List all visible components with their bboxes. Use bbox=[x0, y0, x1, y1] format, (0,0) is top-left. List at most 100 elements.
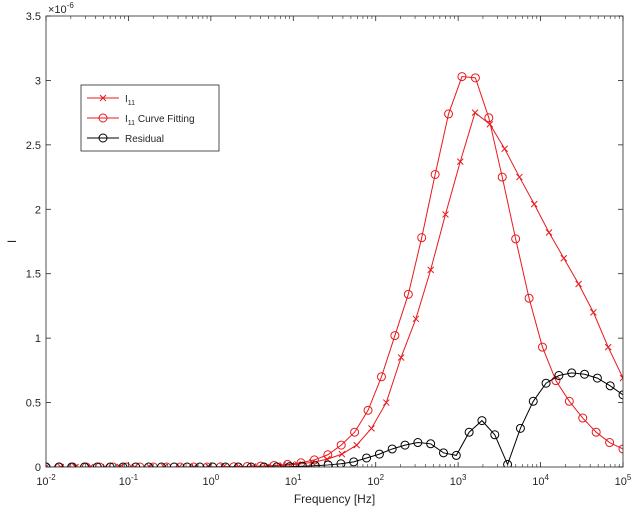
x-tick-power: 4 bbox=[544, 473, 549, 482]
data-point bbox=[530, 200, 538, 208]
x-tick-power: 3 bbox=[462, 473, 467, 482]
plot-frame bbox=[45, 15, 624, 468]
series-line bbox=[46, 372, 623, 467]
y-tick-label: 1 bbox=[35, 333, 41, 345]
y-tick-label: 1.5 bbox=[26, 269, 41, 281]
data-point bbox=[397, 354, 405, 361]
data-point bbox=[567, 368, 577, 378]
data-point bbox=[444, 109, 454, 119]
data-point bbox=[144, 462, 154, 467]
data-point bbox=[310, 461, 320, 467]
legend-label-base: I bbox=[125, 114, 128, 125]
data-point bbox=[67, 462, 77, 467]
x-tick-base: 10 bbox=[615, 476, 627, 488]
data-point bbox=[46, 463, 50, 467]
data-point bbox=[146, 463, 153, 467]
data-point bbox=[430, 169, 440, 179]
legend-label: I11 bbox=[125, 94, 135, 107]
data-point bbox=[412, 315, 420, 323]
data-point bbox=[208, 462, 218, 467]
series-layer bbox=[46, 72, 623, 467]
data-point bbox=[605, 438, 615, 448]
data-point bbox=[95, 462, 105, 467]
data-point bbox=[336, 440, 346, 450]
series-line bbox=[46, 76, 623, 467]
data-point bbox=[233, 462, 243, 467]
data-point bbox=[246, 462, 256, 467]
x-tick-label: 10-2 bbox=[36, 473, 56, 488]
data-point bbox=[202, 462, 212, 467]
data-point bbox=[604, 343, 612, 351]
x-tick-base: 10 bbox=[285, 476, 297, 488]
data-point bbox=[511, 234, 521, 244]
axes-layer: 10-2 10-1 100 101 102 103 104 10500.511.522.533… bbox=[26, 11, 631, 488]
data-point bbox=[323, 450, 333, 460]
series-line bbox=[46, 111, 623, 467]
data-point bbox=[390, 331, 400, 341]
data-point bbox=[336, 459, 346, 467]
data-point bbox=[297, 461, 307, 467]
x-tick-label: 102 bbox=[367, 473, 384, 488]
y-tick-label: 3 bbox=[35, 75, 41, 87]
data-point bbox=[323, 460, 333, 467]
legend-label-base: I bbox=[125, 94, 128, 105]
data-point bbox=[413, 438, 423, 448]
data-point bbox=[470, 73, 480, 83]
data-point bbox=[578, 413, 588, 423]
data-point bbox=[590, 309, 597, 316]
x-tick-label: 103 bbox=[450, 473, 467, 488]
data-point bbox=[528, 396, 538, 406]
legend-label-suffix: Curve Fitting bbox=[135, 114, 194, 125]
data-point bbox=[537, 342, 547, 352]
x-tick-label: 10-1 bbox=[119, 473, 139, 488]
data-point bbox=[363, 405, 373, 415]
x-tick-power: 1 bbox=[297, 473, 302, 482]
x-tick-base: 10 bbox=[532, 476, 544, 488]
data-point bbox=[242, 461, 252, 467]
data-point bbox=[471, 109, 479, 116]
data-point bbox=[618, 444, 623, 454]
data-point bbox=[162, 462, 172, 467]
data-point bbox=[403, 289, 413, 299]
x-tick-base: 10 bbox=[119, 476, 131, 488]
data-point bbox=[349, 457, 359, 467]
data-point bbox=[592, 373, 602, 383]
x-tick-label: 104 bbox=[532, 473, 549, 488]
data-point bbox=[387, 444, 397, 454]
data-point bbox=[591, 427, 601, 437]
data-point bbox=[99, 94, 107, 102]
x-tick-base: 10 bbox=[367, 476, 379, 488]
data-point bbox=[545, 229, 553, 236]
data-point bbox=[72, 463, 79, 467]
data-point bbox=[148, 462, 158, 467]
data-point bbox=[605, 381, 615, 391]
data-point bbox=[575, 280, 582, 288]
data-point bbox=[156, 462, 166, 467]
data-point bbox=[477, 416, 487, 426]
data-point bbox=[54, 462, 64, 467]
data-point bbox=[426, 439, 436, 449]
x-tick-power: -1 bbox=[131, 473, 139, 482]
series-2 bbox=[46, 368, 623, 467]
data-point bbox=[189, 462, 199, 467]
x-tick-base: 10 bbox=[36, 476, 48, 488]
data-point bbox=[524, 293, 534, 303]
y-exponent-power: -6 bbox=[67, 1, 75, 10]
legend-item: I11 Curve Fitting bbox=[87, 113, 195, 127]
data-point bbox=[122, 462, 132, 467]
data-point bbox=[497, 172, 507, 182]
x-axis-label: Frequency [Hz] bbox=[294, 492, 375, 506]
data-point bbox=[269, 460, 279, 467]
data-point bbox=[118, 462, 128, 467]
data-point bbox=[438, 448, 448, 458]
data-point bbox=[501, 145, 508, 153]
y-tick-label: 3.5 bbox=[26, 11, 41, 23]
data-point bbox=[362, 453, 372, 463]
x-tick-power: 0 bbox=[215, 473, 220, 482]
data-point bbox=[564, 396, 574, 406]
data-point bbox=[195, 462, 205, 467]
data-point bbox=[442, 211, 449, 218]
data-point bbox=[368, 424, 375, 432]
data-point bbox=[451, 450, 461, 460]
